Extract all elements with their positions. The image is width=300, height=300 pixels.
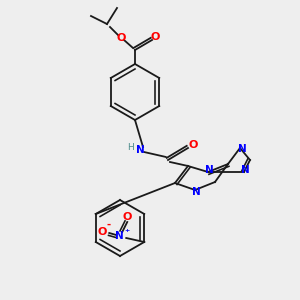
Text: O: O <box>116 33 126 43</box>
Text: -: - <box>106 220 110 230</box>
Text: N: N <box>192 187 200 197</box>
Text: N: N <box>115 231 124 241</box>
Text: H: H <box>127 143 134 152</box>
Text: O: O <box>188 140 198 150</box>
Text: O: O <box>98 227 107 237</box>
Text: N: N <box>238 144 246 154</box>
Text: +: + <box>124 227 130 232</box>
Text: O: O <box>123 212 132 222</box>
Text: O: O <box>150 32 160 42</box>
Text: N: N <box>241 165 249 175</box>
Text: N: N <box>136 145 144 155</box>
Text: N: N <box>205 165 213 175</box>
